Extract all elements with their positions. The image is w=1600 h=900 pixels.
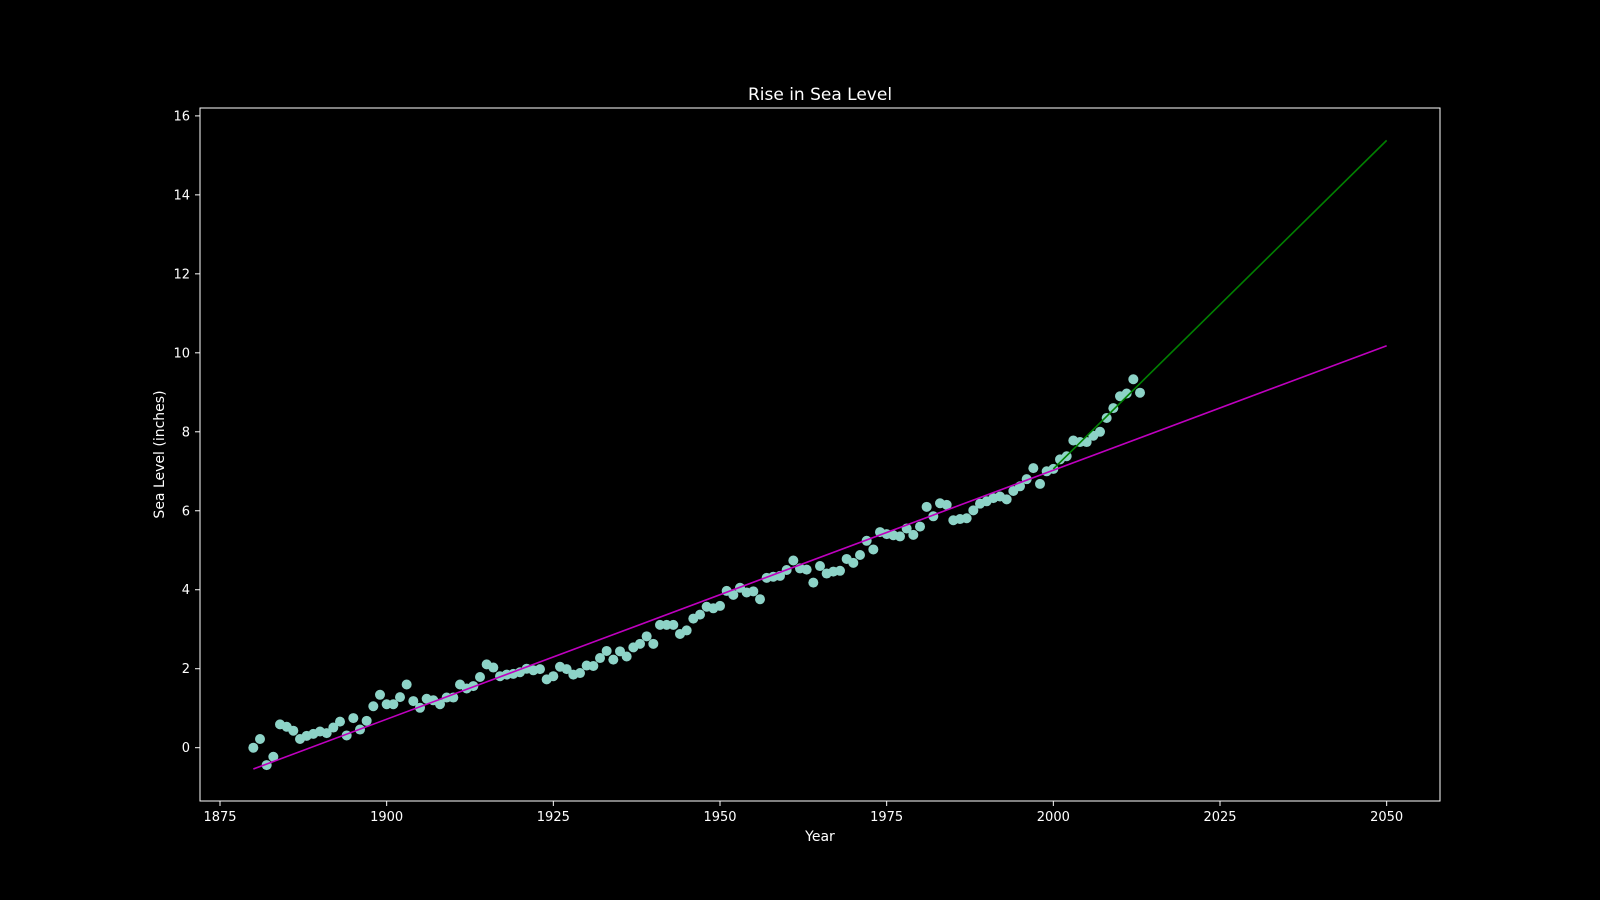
data-point xyxy=(348,713,359,724)
data-point xyxy=(608,654,619,665)
data-point xyxy=(808,577,819,588)
data-point xyxy=(621,651,632,662)
data-point xyxy=(835,565,845,576)
data-point xyxy=(681,625,692,636)
data-point xyxy=(535,664,545,675)
x-axis-label: Year xyxy=(804,829,835,845)
data-point xyxy=(921,501,932,512)
data-point xyxy=(395,692,405,703)
data-point xyxy=(575,668,585,679)
y-tick-label: 6 xyxy=(182,504,190,519)
y-tick-label: 2 xyxy=(182,662,190,677)
data-point xyxy=(475,672,485,683)
data-point xyxy=(855,549,865,560)
data-point xyxy=(695,609,705,620)
x-tick-label: 2025 xyxy=(1203,810,1236,825)
y-tick-label: 16 xyxy=(173,109,190,124)
data-point xyxy=(915,521,925,532)
data-point xyxy=(255,734,265,745)
data-point xyxy=(601,645,612,656)
data-point xyxy=(961,513,972,524)
x-tick-label: 1925 xyxy=(537,810,570,825)
data-point xyxy=(641,631,652,642)
data-point xyxy=(968,505,979,516)
data-point xyxy=(715,600,725,611)
data-point xyxy=(788,555,799,566)
data-point xyxy=(321,728,332,739)
x-tick-label: 1975 xyxy=(870,810,903,825)
x-tick-label: 1900 xyxy=(370,810,403,825)
y-tick-label: 4 xyxy=(182,583,190,598)
data-point xyxy=(755,594,765,605)
data-point xyxy=(848,557,859,568)
data-point xyxy=(728,589,739,600)
y-tick-label: 14 xyxy=(173,188,190,203)
best-fit-line-all xyxy=(253,344,1387,770)
data-point xyxy=(895,531,905,542)
x-tick-label: 1950 xyxy=(703,810,736,825)
data-point xyxy=(1035,478,1045,489)
data-point xyxy=(548,671,559,682)
data-point xyxy=(435,699,445,710)
chart-title: Rise in Sea Level xyxy=(748,85,892,105)
data-point xyxy=(288,725,299,736)
data-point xyxy=(1028,463,1039,474)
data-point xyxy=(648,638,659,649)
x-tick-label: 2050 xyxy=(1370,810,1403,825)
y-tick-label: 12 xyxy=(173,267,190,282)
data-point xyxy=(408,696,419,707)
data-point xyxy=(1101,412,1112,423)
data-point xyxy=(361,715,372,726)
data-point xyxy=(588,660,599,671)
x-tick-label: 1875 xyxy=(203,810,236,825)
y-axis-label: Sea Level (inches) xyxy=(152,390,168,518)
data-point xyxy=(815,561,825,572)
data-point xyxy=(561,664,572,675)
data-point xyxy=(368,701,379,712)
data-point xyxy=(1135,387,1145,398)
y-tick-label: 8 xyxy=(182,425,190,440)
data-point xyxy=(908,529,919,540)
data-point xyxy=(801,564,812,575)
data-point xyxy=(1121,388,1132,399)
data-point xyxy=(401,679,412,690)
data-point xyxy=(635,638,645,649)
data-point xyxy=(328,722,339,733)
y-tick-label: 0 xyxy=(182,741,190,756)
data-point xyxy=(1108,403,1119,414)
x-tick-label: 2000 xyxy=(1037,810,1070,825)
data-point xyxy=(941,499,952,510)
data-point xyxy=(748,586,759,597)
data-point xyxy=(1001,494,1012,505)
y-tick-label: 10 xyxy=(173,346,190,361)
data-point xyxy=(868,544,879,555)
data-point xyxy=(488,662,499,673)
data-point xyxy=(375,689,385,700)
data-point xyxy=(1095,426,1105,437)
data-point xyxy=(388,699,399,710)
data-point xyxy=(335,716,345,727)
data-point xyxy=(248,742,259,753)
data-point xyxy=(1128,374,1139,385)
axes-frame xyxy=(199,107,1441,802)
data-point xyxy=(268,751,279,762)
data-point xyxy=(595,653,605,664)
best-fit-line-recent xyxy=(1052,139,1388,470)
data-point xyxy=(668,619,679,630)
